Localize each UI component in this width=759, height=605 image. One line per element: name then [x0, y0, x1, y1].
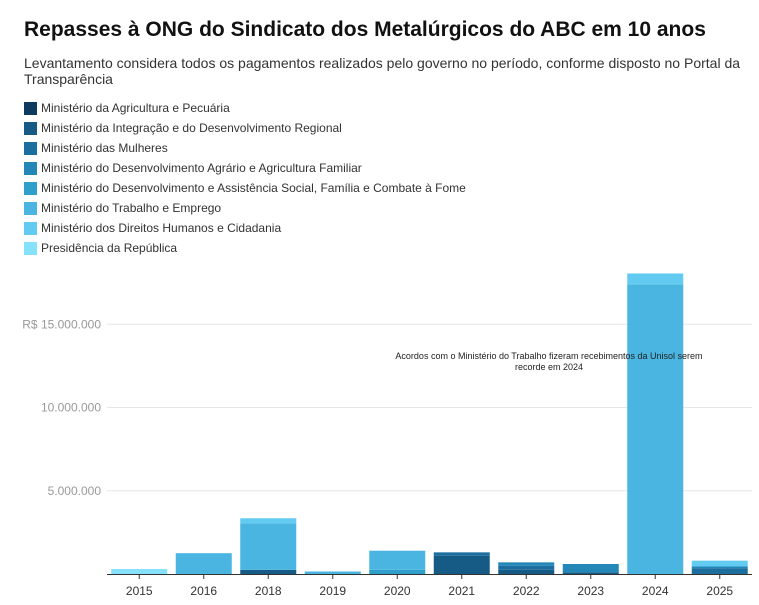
x-tick-label: 2016 [190, 584, 217, 598]
bar-segment [691, 566, 748, 569]
legend-item[interactable]: Ministério do Desenvolvimento e Assistên… [24, 178, 466, 198]
x-tick-label: 2023 [577, 584, 604, 598]
x-tick-label: 2015 [126, 584, 153, 598]
annotation-text: recorde em 2024 [515, 362, 583, 372]
y-tick-label: 10.000.000 [41, 401, 101, 415]
x-tick-label: 2024 [642, 584, 669, 598]
legend-swatch [24, 201, 37, 215]
bar-segment [111, 569, 168, 574]
legend-item[interactable]: Ministério do Desenvolvimento Agrário e … [24, 158, 466, 178]
bar-segment [627, 273, 684, 285]
legend-swatch [24, 181, 37, 195]
bar-segment [433, 552, 490, 556]
legend-swatch [24, 121, 37, 135]
legend: Ministério da Agricultura e Pecuária Mini… [24, 98, 466, 258]
annotation-text: Acordos com o Ministério do Trabalho fiz… [395, 351, 702, 361]
bar-segment [498, 565, 555, 570]
legend-item[interactable]: Ministério das Mulheres [24, 138, 466, 158]
bar-segment [240, 518, 297, 524]
y-tick-label: 5.000.000 [48, 484, 102, 498]
legend-label: Ministério da Agricultura e Pecuária [41, 101, 230, 115]
x-tick-label: 2019 [319, 584, 346, 598]
bar-segment [562, 564, 619, 573]
legend-item[interactable]: Ministério dos Direitos Humanos e Cidada… [24, 218, 466, 238]
bar-segment [175, 553, 232, 574]
legend-swatch [24, 141, 37, 155]
bar-segment [498, 569, 555, 574]
legend-swatch [24, 221, 37, 235]
x-tick-label: 2020 [384, 584, 411, 598]
legend-label: Ministério das Mulheres [41, 141, 168, 155]
bar-segment [691, 568, 748, 574]
legend-swatch [24, 161, 37, 175]
bar-segment [627, 284, 684, 574]
bar-segment [240, 523, 297, 570]
bar-segment [498, 562, 555, 566]
legend-label: Ministério do Desenvolvimento Agrário e … [41, 161, 362, 175]
bar-segment [369, 569, 426, 574]
legend-label: Ministério do Trabalho e Emprego [41, 201, 222, 215]
legend-item[interactable]: Ministério do Trabalho e Emprego [24, 198, 466, 218]
x-tick-label: 2022 [513, 584, 540, 598]
bar-segment [433, 555, 490, 574]
chart-subtitle: Levantamento considera todos os pagament… [24, 55, 741, 87]
chart-title: Repasses à ONG do Sindicato dos Metalúrg… [24, 18, 706, 41]
bar-segment [562, 572, 619, 574]
bar-segment [304, 571, 361, 574]
legend-label: Presidência da República [41, 241, 178, 255]
legend-label: Ministério da Integração e do Desenvolvi… [41, 121, 342, 135]
bar-segment [369, 550, 426, 570]
x-tick-label: 2025 [706, 584, 733, 598]
bar-segment [240, 569, 297, 574]
x-tick-label: 2021 [448, 584, 475, 598]
legend-swatch [24, 101, 37, 115]
x-tick-label: 2018 [255, 584, 282, 598]
legend-item[interactable]: Presidência da República [24, 238, 466, 258]
legend-swatch [24, 241, 37, 255]
y-tick-label: R$ 15.000.000 [22, 317, 101, 331]
legend-label: Ministério do Desenvolvimento e Assistên… [41, 181, 466, 195]
legend-label: Ministério dos Direitos Humanos e Cidada… [41, 221, 282, 235]
bar-segment [691, 560, 748, 567]
legend-item[interactable]: Ministério da Agricultura e Pecuária [24, 98, 466, 118]
legend-item[interactable]: Ministério da Integração e do Desenvolvi… [24, 118, 466, 138]
